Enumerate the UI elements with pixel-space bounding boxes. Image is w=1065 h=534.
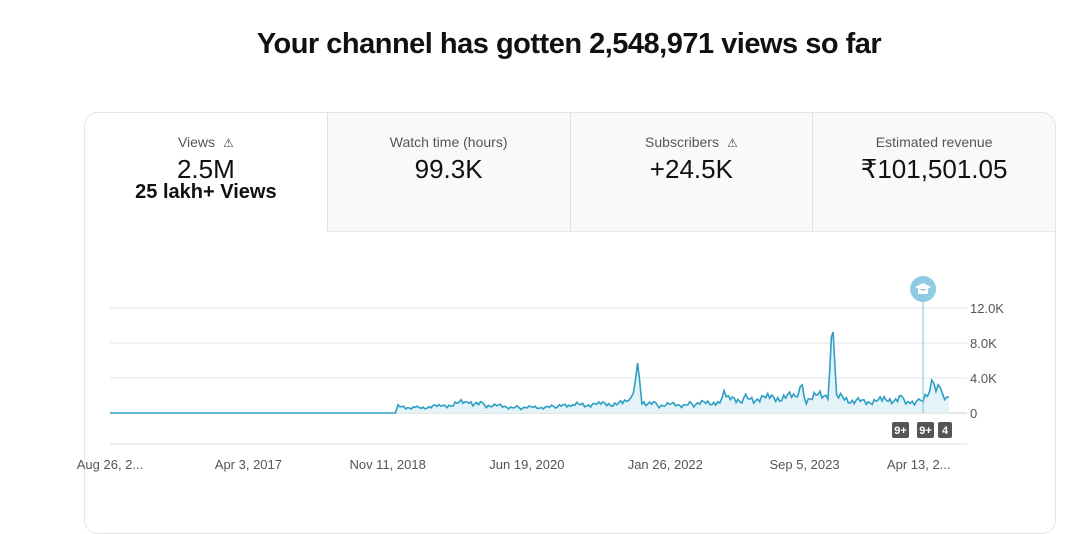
tab-value: 99.3K [414,154,483,184]
x-tick-label: Apr 13, 2... [887,457,951,472]
y-tick-label: 8.0K [970,336,997,351]
annotation-badge-label: 9+ [919,425,932,437]
tab-label: Views [177,134,216,150]
annotation-badge [892,422,909,438]
x-tick-label: Aug 26, 2... [77,457,144,472]
tab-views[interactable]: Views ⚠ 2.5M 25 lakh+ Views [85,113,327,232]
y-tick-label: 0 [970,406,977,421]
graduation-cap-glyph [915,283,932,294]
tab-value: 2.5M [176,154,235,184]
analytics-card: Views ⚠ 2.5M 25 lakh+ Views Watch time (h… [84,112,1056,534]
tab-revenue[interactable]: Estimated revenue ₹101,501.05 [812,113,1055,232]
warning-icon: ⚠ [726,136,738,150]
annotation-badge [917,422,934,438]
tab-subscribers[interactable]: Subscribers ⚠ +24.5K [569,113,813,232]
x-tick-label: Apr 3, 2017 [215,457,282,472]
tab-subtext: 25 lakh+ Views [135,181,277,203]
y-tick-label: 12.0K [970,301,1004,316]
x-tick-label: Nov 11, 2018 [349,457,425,472]
tab-watch-time[interactable]: Watch time (hours) 99.3K [326,113,570,232]
tab-label: Estimated revenue [875,134,993,150]
annotation-badge-label: 9+ [894,425,907,437]
x-tick-label: Sep 5, 2023 [769,457,839,472]
warning-icon: ⚠ [223,136,234,150]
x-tick-label: Jun 19, 2020 [489,457,564,472]
tab-value: ₹101,501.05 [860,154,1008,184]
x-tick-label: Jan 26, 2022 [628,457,703,472]
views-chart: 0 4.0K 8.0K 12.0K Aug 26, 2... Apr 3, 2017 Nov… [77,276,1004,472]
y-tick-label: 4.0K [970,371,997,386]
series-area [110,332,949,413]
annotation-badge [938,422,952,438]
tab-label: Subscribers [645,134,719,150]
annotation-badge-label: 4 [942,425,949,437]
page-title: Your channel has gotten 2,548,971 views … [256,28,882,60]
tab-label: Watch time (hours) [389,134,508,150]
series-line [110,331,950,414]
tab-value: +24.5K [649,154,733,184]
